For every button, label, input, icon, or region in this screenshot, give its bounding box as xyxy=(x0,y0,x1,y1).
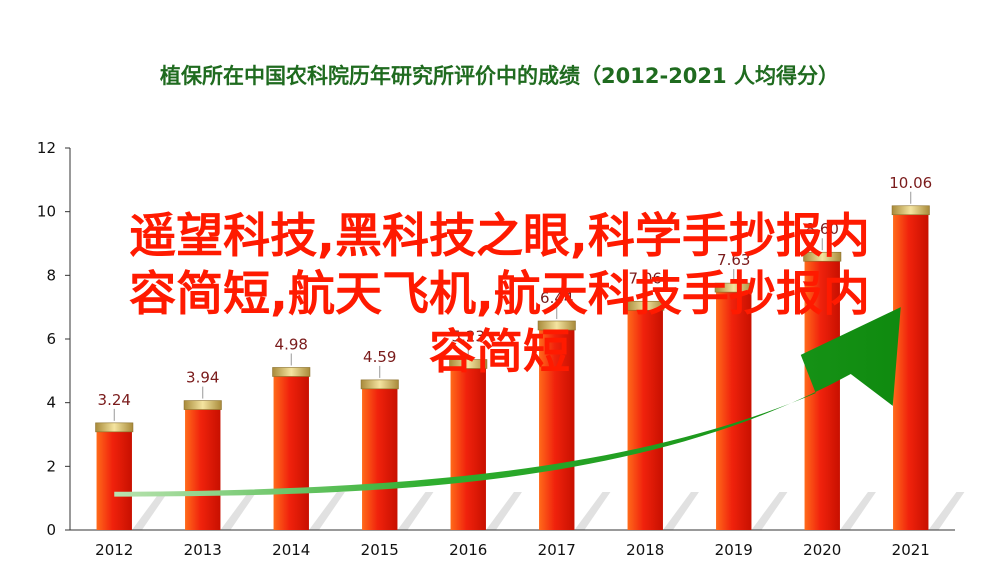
value-label: 5.23 xyxy=(452,328,485,346)
bar xyxy=(893,209,929,531)
bar xyxy=(185,404,221,530)
bar-cap xyxy=(183,400,222,410)
bar-shadow xyxy=(131,492,168,530)
bar-shadow xyxy=(751,492,788,530)
y-tick-label: 12 xyxy=(37,139,56,157)
bar-cap xyxy=(714,282,753,293)
chart-title: 植保所在中国农科院历年研究所评价中的成绩（2012-2021 人均得分） xyxy=(160,64,839,88)
value-label: 7.06 xyxy=(629,269,662,287)
y-tick-label: 2 xyxy=(46,457,56,475)
value-label: 4.98 xyxy=(275,335,308,353)
y-tick-label: 10 xyxy=(37,203,56,221)
x-tick-label: 2014 xyxy=(272,541,310,559)
bar-shadow xyxy=(397,492,434,530)
x-tick-label: 2015 xyxy=(361,541,399,559)
bar-cap xyxy=(95,422,134,433)
bar-cap xyxy=(803,251,842,262)
y-tick-label: 8 xyxy=(46,266,56,284)
x-tick-label: 2013 xyxy=(184,541,222,559)
value-label: 8.60 xyxy=(806,220,839,238)
bar xyxy=(273,371,309,530)
x-tick-label: 2012 xyxy=(95,541,133,559)
bar-shadow xyxy=(574,492,611,530)
bar-cap xyxy=(272,367,311,377)
bar xyxy=(804,256,840,530)
trend-arrow xyxy=(114,307,901,497)
bar-cap xyxy=(891,205,930,216)
value-label: 7.63 xyxy=(717,251,750,269)
bar-shadow xyxy=(220,492,257,530)
bar-cap xyxy=(626,300,665,311)
y-tick-label: 0 xyxy=(46,521,56,539)
bar-shadow xyxy=(662,492,699,530)
bar xyxy=(716,287,752,530)
bar-shadow xyxy=(928,492,965,530)
bar-shadow xyxy=(485,492,522,530)
bar-cap xyxy=(449,359,488,369)
bar xyxy=(627,305,663,530)
y-tick-label: 6 xyxy=(46,330,56,348)
bar xyxy=(450,363,486,530)
bar-cap xyxy=(360,379,399,390)
bar-cap xyxy=(537,320,576,331)
bar xyxy=(539,324,575,530)
x-tick-label: 2019 xyxy=(715,541,753,559)
value-label: 10.06 xyxy=(889,174,932,192)
bar-shadow xyxy=(839,492,876,530)
bar xyxy=(362,383,398,530)
x-tick-label: 2020 xyxy=(803,541,841,559)
x-tick-label: 2017 xyxy=(538,541,576,559)
value-label: 3.94 xyxy=(186,369,219,387)
value-label: 3.24 xyxy=(98,391,131,409)
x-tick-label: 2016 xyxy=(449,541,487,559)
x-tick-label: 2021 xyxy=(892,541,930,559)
value-label: 6.44 xyxy=(540,289,573,307)
x-tick-label: 2018 xyxy=(626,541,664,559)
y-tick-label: 4 xyxy=(46,394,56,412)
value-label: 4.59 xyxy=(363,348,396,366)
bar xyxy=(96,426,132,530)
bar-shadow xyxy=(308,492,345,530)
